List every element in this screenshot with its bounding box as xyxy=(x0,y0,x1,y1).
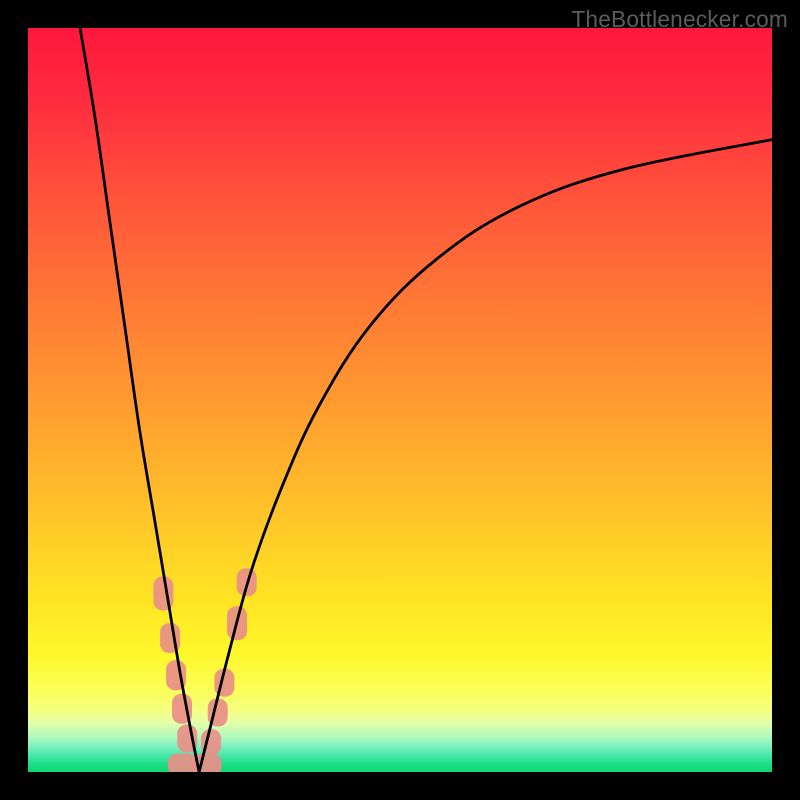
chart-background-gradient xyxy=(28,28,772,772)
data-point xyxy=(153,576,173,610)
bottleneck-chart xyxy=(0,0,800,800)
chart-frame: TheBottlenecker.com xyxy=(0,0,800,800)
watermark-text: TheBottlenecker.com xyxy=(571,6,788,33)
